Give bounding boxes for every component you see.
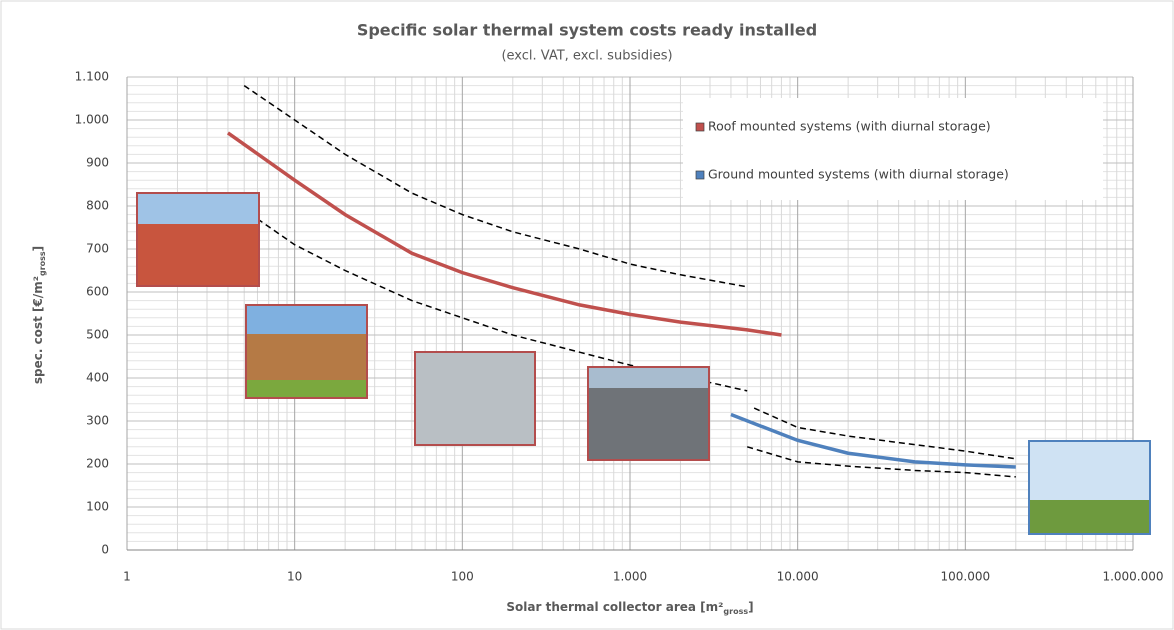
x-tick-label: 10 bbox=[287, 570, 302, 584]
y-tick-label: 900 bbox=[86, 156, 109, 170]
y-axis-label: spec. cost [€/m²gross] bbox=[31, 246, 47, 384]
photo-field bbox=[1030, 500, 1149, 533]
y-tick-label: 300 bbox=[86, 414, 109, 428]
y-tick-label: 200 bbox=[86, 457, 109, 471]
legend-label: Ground mounted systems (with diurnal sto… bbox=[708, 167, 1009, 182]
photo-sky bbox=[589, 368, 708, 388]
legend-swatch bbox=[695, 170, 705, 180]
series-line bbox=[730, 412, 1016, 469]
chart-subtitle: (excl. VAT, excl. subsidies) bbox=[501, 49, 672, 64]
series-line bbox=[226, 131, 782, 337]
photo-grass bbox=[247, 380, 366, 397]
legend-swatch bbox=[695, 122, 705, 132]
photo-apartment bbox=[414, 351, 536, 446]
legend-label: Roof mounted systems (with diurnal stora… bbox=[708, 119, 991, 134]
y-tick-label: 500 bbox=[86, 328, 109, 342]
y-tick-label: 700 bbox=[86, 242, 109, 256]
range-line bbox=[753, 407, 1016, 460]
x-axis-label: Solar thermal collector area [m²gross] bbox=[506, 600, 753, 616]
legend-box bbox=[683, 98, 1103, 200]
y-tick-label: 600 bbox=[86, 285, 109, 299]
range-line bbox=[746, 446, 1016, 478]
photos bbox=[136, 192, 1151, 535]
x-tick-label: 10.000 bbox=[777, 570, 819, 584]
y-tick-label: 1.000 bbox=[75, 113, 109, 127]
x-tick-label: 100 bbox=[451, 570, 474, 584]
x-tick-label: 100.000 bbox=[941, 570, 991, 584]
y-tick-label: 100 bbox=[86, 500, 109, 514]
y-tick-label: 400 bbox=[86, 371, 109, 385]
y-tick-label: 1.100 bbox=[75, 70, 109, 84]
x-tick-label: 1 bbox=[123, 570, 131, 584]
plot bbox=[226, 84, 1016, 478]
range-line bbox=[257, 218, 748, 392]
range-line bbox=[243, 84, 748, 288]
y-tick-label: 800 bbox=[86, 199, 109, 213]
y-tick-label: 0 bbox=[101, 543, 109, 557]
photo-sky bbox=[247, 306, 366, 334]
x-tick-label: 1.000.000 bbox=[1102, 570, 1163, 584]
legend: Roof mounted systems (with diurnal stora… bbox=[683, 98, 1103, 200]
chart-title: Specific solar thermal system costs read… bbox=[357, 21, 817, 40]
photo-sky bbox=[138, 194, 258, 224]
x-tick-label: 1.000 bbox=[613, 570, 647, 584]
